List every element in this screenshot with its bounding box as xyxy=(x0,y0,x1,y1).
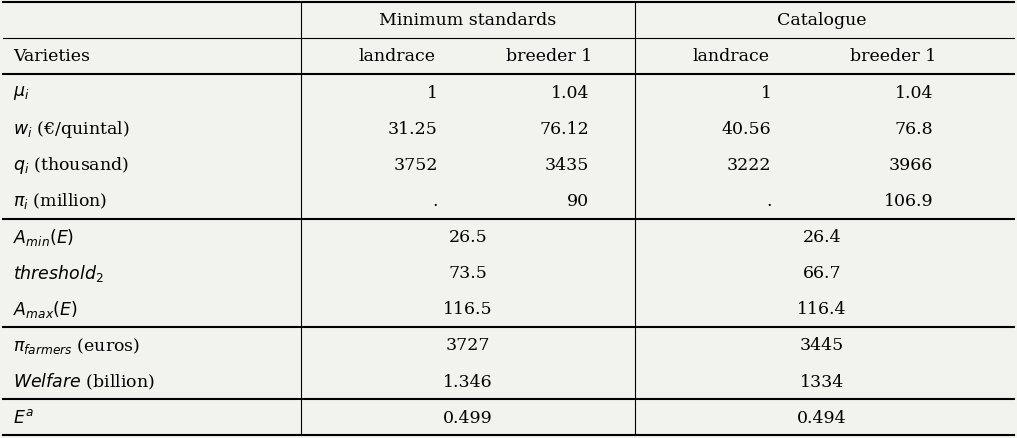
Text: 116.5: 116.5 xyxy=(443,300,493,318)
Text: 3727: 3727 xyxy=(445,337,490,353)
Text: $w_i$ (€/quintal): $w_i$ (€/quintal) xyxy=(13,118,129,139)
Text: 3445: 3445 xyxy=(800,337,844,353)
Text: 76.12: 76.12 xyxy=(540,120,590,138)
Text: 90: 90 xyxy=(567,192,590,209)
Text: $threshold_2$: $threshold_2$ xyxy=(13,263,104,283)
Text: 106.9: 106.9 xyxy=(884,192,934,209)
Text: 26.4: 26.4 xyxy=(802,229,841,246)
Text: Minimum standards: Minimum standards xyxy=(379,12,556,29)
Text: $\pi_{farmers}$ (euros): $\pi_{farmers}$ (euros) xyxy=(13,335,140,355)
Text: 3966: 3966 xyxy=(889,156,934,173)
Text: landrace: landrace xyxy=(693,48,770,65)
Text: 116.4: 116.4 xyxy=(797,300,847,318)
Text: 1.04: 1.04 xyxy=(551,85,590,101)
Text: $q_i$ (thousand): $q_i$ (thousand) xyxy=(13,155,129,175)
Text: 31.25: 31.25 xyxy=(387,120,437,138)
Text: 40.56: 40.56 xyxy=(722,120,772,138)
Text: 76.8: 76.8 xyxy=(895,120,934,138)
Text: breeder 1: breeder 1 xyxy=(850,48,936,65)
Text: 3222: 3222 xyxy=(727,156,772,173)
Text: $E^a$: $E^a$ xyxy=(13,408,34,426)
Text: $A_{max}(E)$: $A_{max}(E)$ xyxy=(13,299,77,320)
Text: 0.499: 0.499 xyxy=(443,409,493,426)
Text: 1.04: 1.04 xyxy=(895,85,934,101)
Text: 1334: 1334 xyxy=(800,373,844,390)
Text: $Welfare$ (billion): $Welfare$ (billion) xyxy=(13,371,155,391)
Text: breeder 1: breeder 1 xyxy=(505,48,592,65)
Text: .: . xyxy=(432,192,437,209)
Text: 1.346: 1.346 xyxy=(443,373,493,390)
Text: landrace: landrace xyxy=(359,48,435,65)
Text: 0.494: 0.494 xyxy=(797,409,847,426)
Text: .: . xyxy=(766,192,772,209)
Text: $\mu_i$: $\mu_i$ xyxy=(13,84,29,102)
Text: 1: 1 xyxy=(761,85,772,101)
Text: Varieties: Varieties xyxy=(13,48,89,65)
Text: $\pi_i$ (million): $\pi_i$ (million) xyxy=(13,191,107,211)
Text: Catalogue: Catalogue xyxy=(777,12,866,29)
Text: $A_{min}(E)$: $A_{min}(E)$ xyxy=(13,226,74,247)
Text: 1: 1 xyxy=(427,85,437,101)
Text: 3435: 3435 xyxy=(545,156,590,173)
Text: 26.5: 26.5 xyxy=(448,229,487,246)
Text: 3752: 3752 xyxy=(394,156,437,173)
Text: 66.7: 66.7 xyxy=(802,265,841,282)
Text: 73.5: 73.5 xyxy=(448,265,487,282)
